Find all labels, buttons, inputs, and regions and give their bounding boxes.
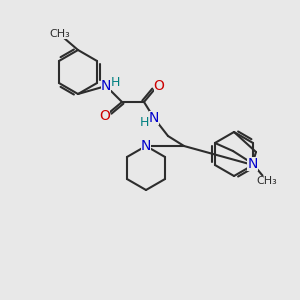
Text: O: O [100,109,110,123]
Text: H: H [139,116,149,130]
Text: N: N [149,111,159,125]
Text: N: N [141,139,151,153]
Text: N: N [101,79,111,93]
Text: H: H [110,76,120,89]
Text: N: N [247,157,258,170]
Text: O: O [154,79,164,93]
Text: CH₃: CH₃ [256,176,277,185]
Text: CH₃: CH₃ [50,29,70,39]
